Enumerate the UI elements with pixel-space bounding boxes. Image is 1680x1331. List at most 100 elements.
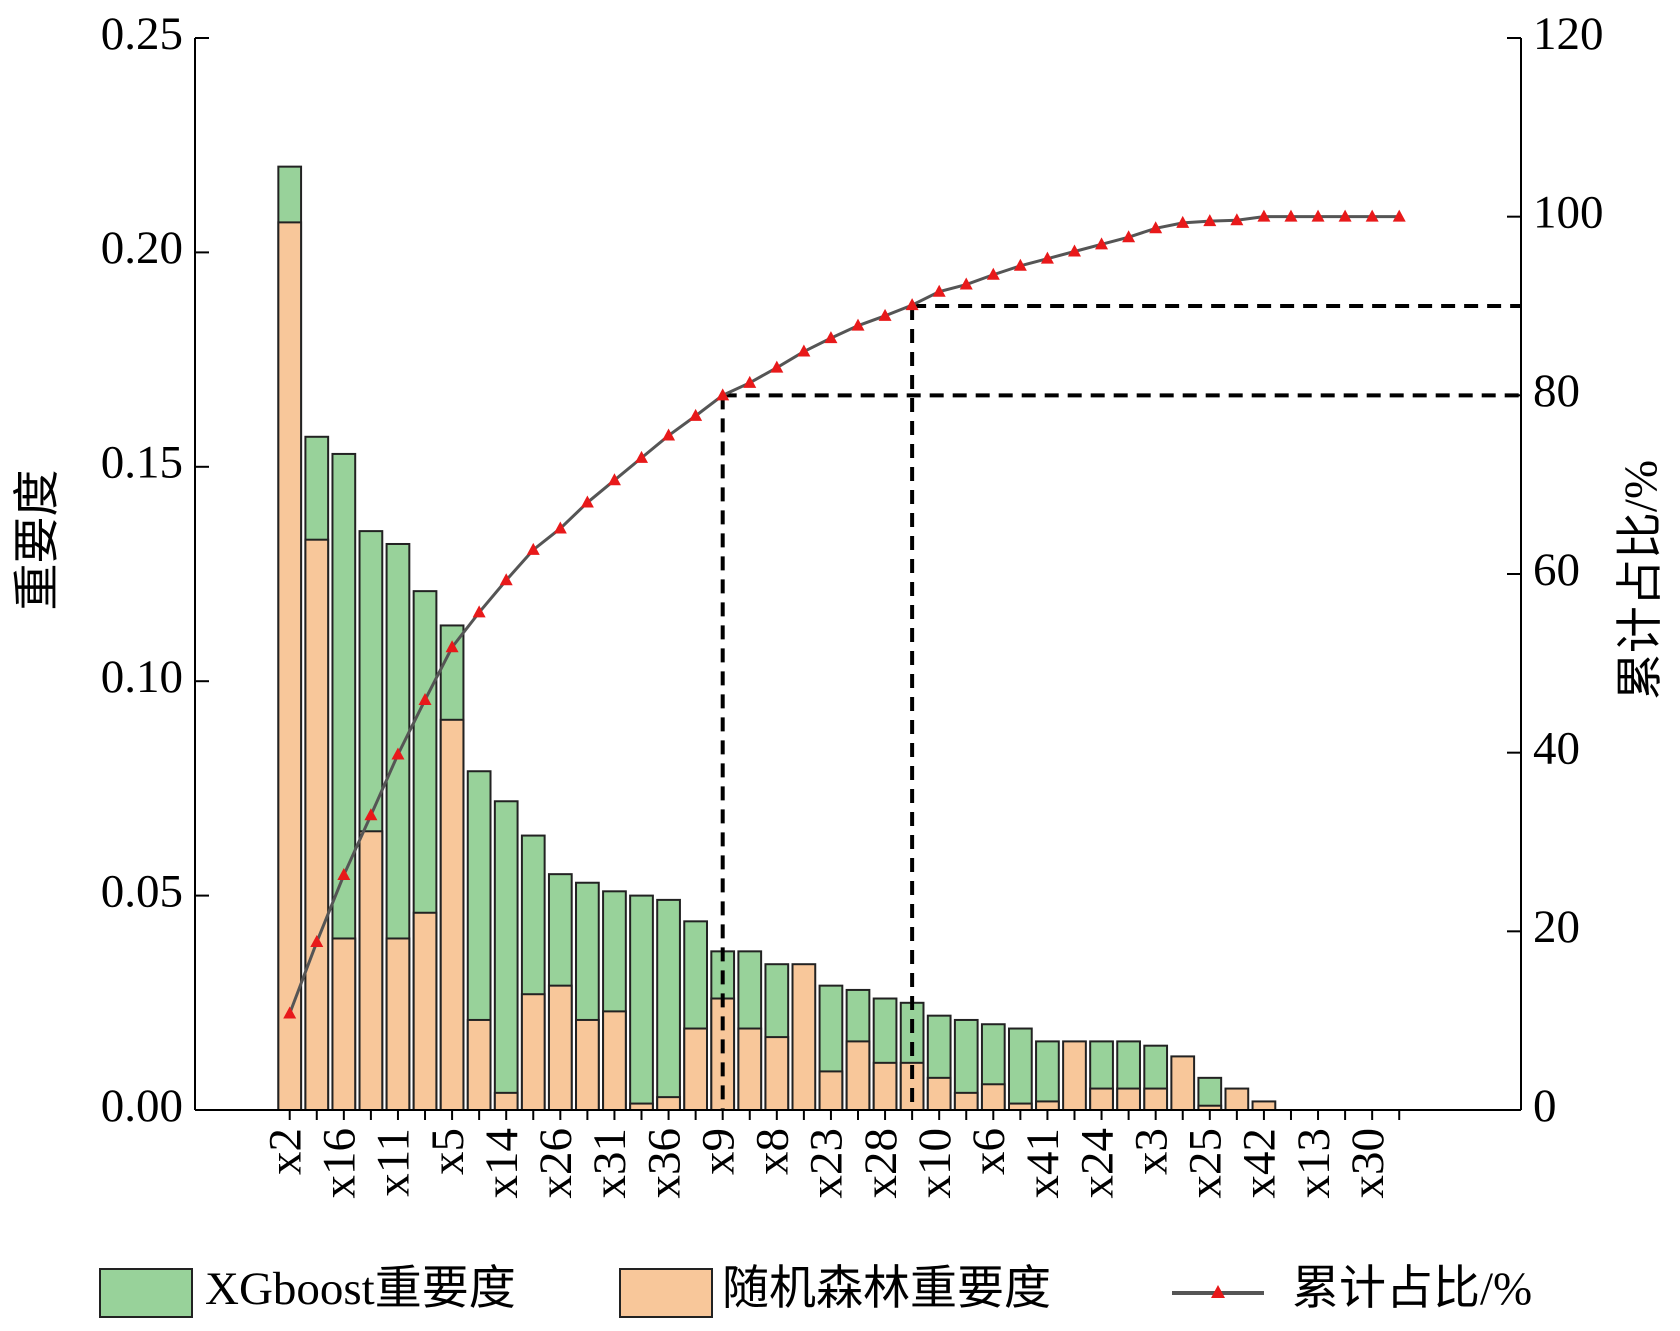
bar	[493, 1091, 519, 1112]
bar	[872, 1061, 898, 1112]
line-marker	[1149, 221, 1163, 234]
line-marker	[959, 277, 973, 290]
bar	[331, 937, 357, 1111]
y-tick-label: 0.20	[101, 222, 183, 274]
x-tick-label: x26	[530, 1128, 582, 1199]
line-marker	[797, 344, 811, 357]
x-tick-label: x36	[638, 1128, 690, 1199]
line-marker	[662, 428, 676, 441]
line-marker	[689, 408, 703, 421]
y-tick-label: 0.10	[101, 651, 183, 703]
bar	[304, 538, 330, 1111]
y-tick-label: 0.25	[101, 8, 183, 60]
bar	[845, 1040, 871, 1111]
cumulative-line	[288, 215, 1400, 1015]
y-tick-label: 0.05	[101, 865, 183, 917]
x-tick-label: x6	[963, 1128, 1015, 1175]
x-tick-label: x42	[1234, 1128, 1286, 1199]
line-marker	[1365, 209, 1379, 222]
bar	[1224, 1087, 1250, 1112]
bar	[1035, 1100, 1060, 1111]
y-axis-label: 重要度	[12, 470, 64, 611]
line-marker	[932, 284, 946, 297]
y2-tick-label: 0	[1533, 1080, 1557, 1132]
line-marker	[770, 360, 784, 373]
x-tick-label: x30	[1342, 1128, 1394, 1199]
bar	[926, 1076, 952, 1111]
x-tick-label: x11	[368, 1128, 420, 1197]
line-marker	[607, 473, 621, 486]
bar	[575, 1018, 600, 1112]
y2-tick-label: 100	[1533, 186, 1604, 238]
bar	[791, 963, 817, 1112]
line-marker	[878, 308, 892, 321]
line-marker	[580, 495, 594, 508]
y2-tick-label: 40	[1533, 722, 1580, 774]
bar	[358, 830, 384, 1112]
legend-label: 随机森林重要度	[722, 1263, 1051, 1315]
bar	[953, 1091, 979, 1112]
x-tick-label: x13	[1288, 1128, 1340, 1199]
line-marker	[743, 375, 757, 388]
x-tick-label: x10	[909, 1128, 961, 1199]
line-marker	[1284, 209, 1298, 222]
x-tick-label: x3	[1125, 1128, 1177, 1175]
x-tick-label: x31	[584, 1128, 636, 1199]
y2-tick-label: 20	[1533, 901, 1580, 953]
bar	[493, 800, 519, 1111]
legend-label: 累计占比/%	[1292, 1263, 1532, 1315]
line-marker	[1338, 209, 1352, 222]
x-tick-label: x28	[855, 1128, 907, 1199]
bar	[602, 1010, 627, 1111]
bar	[439, 718, 465, 1111]
bar	[764, 1036, 790, 1111]
x-tick-label: x41	[1017, 1128, 1069, 1199]
y2-tick-label: 120	[1533, 8, 1604, 60]
bar	[1116, 1087, 1141, 1112]
line-marker	[418, 692, 432, 705]
line-marker	[635, 450, 649, 463]
bar	[656, 1096, 681, 1111]
bar	[1008, 1027, 1033, 1111]
x-tick-label: x5	[422, 1128, 474, 1175]
bar	[656, 898, 681, 1111]
line-marker	[364, 808, 378, 821]
line-marker	[526, 542, 540, 555]
y-tick-label: 0.00	[101, 1080, 183, 1132]
legend-swatch	[619, 1268, 713, 1318]
x-tick-label: x8	[747, 1128, 799, 1175]
x-tick-label: x2	[259, 1128, 311, 1175]
y-tick-label: 0.15	[101, 437, 183, 489]
bar	[385, 937, 411, 1111]
line-marker	[1013, 258, 1027, 271]
line-marker	[1311, 209, 1325, 222]
line-marker	[1230, 213, 1244, 226]
line-marker	[310, 935, 324, 948]
line-marker	[1392, 209, 1406, 222]
bar	[980, 1083, 1006, 1111]
x-tick-label: x25	[1180, 1128, 1232, 1199]
line-marker	[499, 573, 513, 586]
line-marker	[1040, 251, 1054, 264]
line-marker	[391, 747, 405, 760]
bar	[520, 993, 546, 1111]
x-tick-label: x24	[1071, 1128, 1123, 1199]
y2-tick-label: 80	[1533, 365, 1580, 417]
y2-tick-label: 60	[1533, 544, 1580, 596]
line-marker	[824, 331, 838, 344]
line-marker	[1203, 214, 1217, 227]
bar	[683, 1027, 708, 1111]
line-marker	[1122, 230, 1136, 243]
legend-swatch	[99, 1268, 193, 1318]
line-marker	[337, 868, 351, 881]
bar	[1035, 1040, 1060, 1111]
x-tick-label: x14	[476, 1128, 528, 1199]
bar	[1062, 1040, 1087, 1111]
line-marker	[283, 1006, 297, 1019]
bar	[1089, 1087, 1114, 1112]
x-tick-label: x23	[801, 1128, 853, 1199]
y2-axis-label: 累计占比/%	[1615, 460, 1667, 700]
line-marker	[986, 267, 1000, 280]
line-marker	[445, 640, 459, 653]
